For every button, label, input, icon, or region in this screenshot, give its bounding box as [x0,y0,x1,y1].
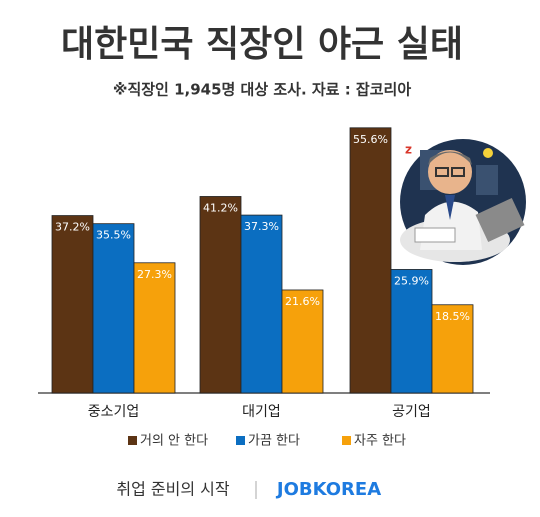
value-label: 41.2% [203,201,238,214]
footer-slogan: 취업 준비의 시작 [116,480,229,499]
legend-swatch [236,436,245,445]
legend-label: 거의 안 한다 [140,434,208,449]
value-label: 25.9% [394,274,429,287]
footer-brand: JOBKOREA [275,479,381,500]
x-tick-label: 중소기업 [88,404,140,420]
bar [281,289,324,394]
bar [133,262,176,394]
value-label: 27.3% [137,268,172,281]
svg-text:z: z [405,143,412,157]
value-label: 37.3% [244,220,279,233]
value-label: 18.5% [435,310,470,323]
bar [199,196,242,394]
x-tick-label: 대기업 [242,404,281,420]
value-label: 37.2% [55,221,90,234]
illustration: z [400,139,526,265]
bar [390,269,433,394]
bar [92,223,135,394]
legend-swatch [128,436,137,445]
chart-title: 대한민국 직장인 야근 실태 [61,24,463,65]
bar [51,215,94,394]
value-label: 21.6% [285,295,320,308]
bar [349,127,392,394]
x-tick-label: 공기업 [392,404,431,420]
chart-subtitle: ※직장인 1,945명 대상 조사. 자료 : 잡코리아 [113,81,411,99]
value-label: 35.5% [96,229,131,242]
legend-label: 자주 한다 [354,434,406,449]
bar [431,304,474,394]
legend-label: 가끔 한다 [248,434,300,449]
legend-swatch [342,436,351,445]
value-label: 55.6% [353,133,388,146]
bar [240,214,283,394]
